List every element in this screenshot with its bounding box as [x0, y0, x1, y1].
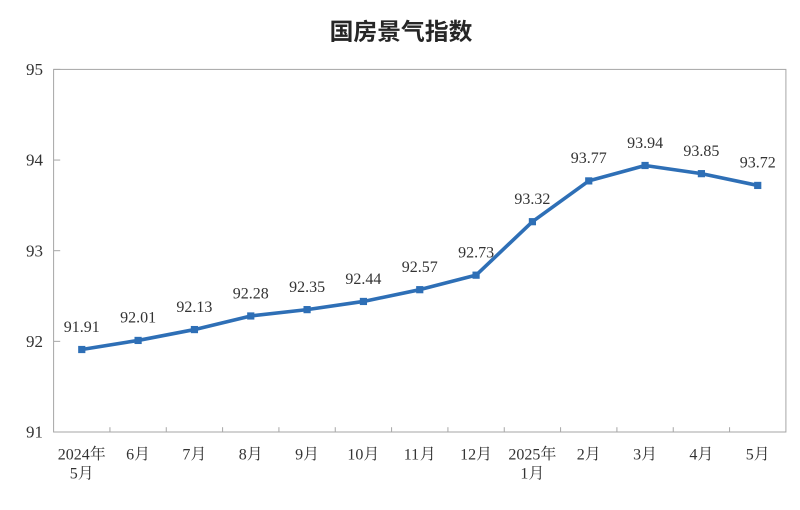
svg-text:92.44: 92.44: [345, 271, 381, 288]
svg-text:12: 12: [460, 446, 476, 463]
svg-text:3: 3: [633, 446, 641, 463]
svg-text:10: 10: [347, 446, 363, 463]
svg-text:2025: 2025: [508, 446, 540, 463]
svg-text:92.13: 92.13: [176, 299, 212, 316]
svg-text:8: 8: [239, 446, 247, 463]
svg-text:2: 2: [577, 446, 585, 463]
svg-text:91.91: 91.91: [64, 319, 100, 336]
svg-text:93.32: 93.32: [514, 191, 550, 208]
svg-text:92.01: 92.01: [120, 310, 156, 327]
svg-text:1: 1: [520, 466, 528, 483]
svg-text:92.73: 92.73: [458, 244, 494, 261]
svg-text:94: 94: [26, 151, 44, 170]
svg-text:93.94: 93.94: [627, 135, 663, 152]
svg-text:92.35: 92.35: [289, 279, 325, 296]
svg-text:7: 7: [182, 446, 190, 463]
svg-text:5: 5: [70, 466, 78, 483]
svg-text:9: 9: [295, 446, 303, 463]
svg-text:95: 95: [26, 60, 43, 79]
svg-text:92.57: 92.57: [402, 259, 438, 276]
svg-text:4: 4: [689, 446, 697, 463]
svg-text:11: 11: [404, 446, 419, 463]
svg-text:93.77: 93.77: [571, 150, 607, 167]
svg-text:91: 91: [26, 423, 43, 442]
svg-text:2024: 2024: [58, 446, 90, 463]
svg-text:93.85: 93.85: [683, 143, 719, 160]
svg-text:93.72: 93.72: [740, 155, 776, 172]
svg-text:92: 92: [26, 332, 43, 351]
svg-text:93: 93: [26, 241, 43, 260]
svg-text:6: 6: [126, 446, 134, 463]
svg-text:5: 5: [746, 446, 754, 463]
svg-text:92.28: 92.28: [233, 285, 269, 302]
